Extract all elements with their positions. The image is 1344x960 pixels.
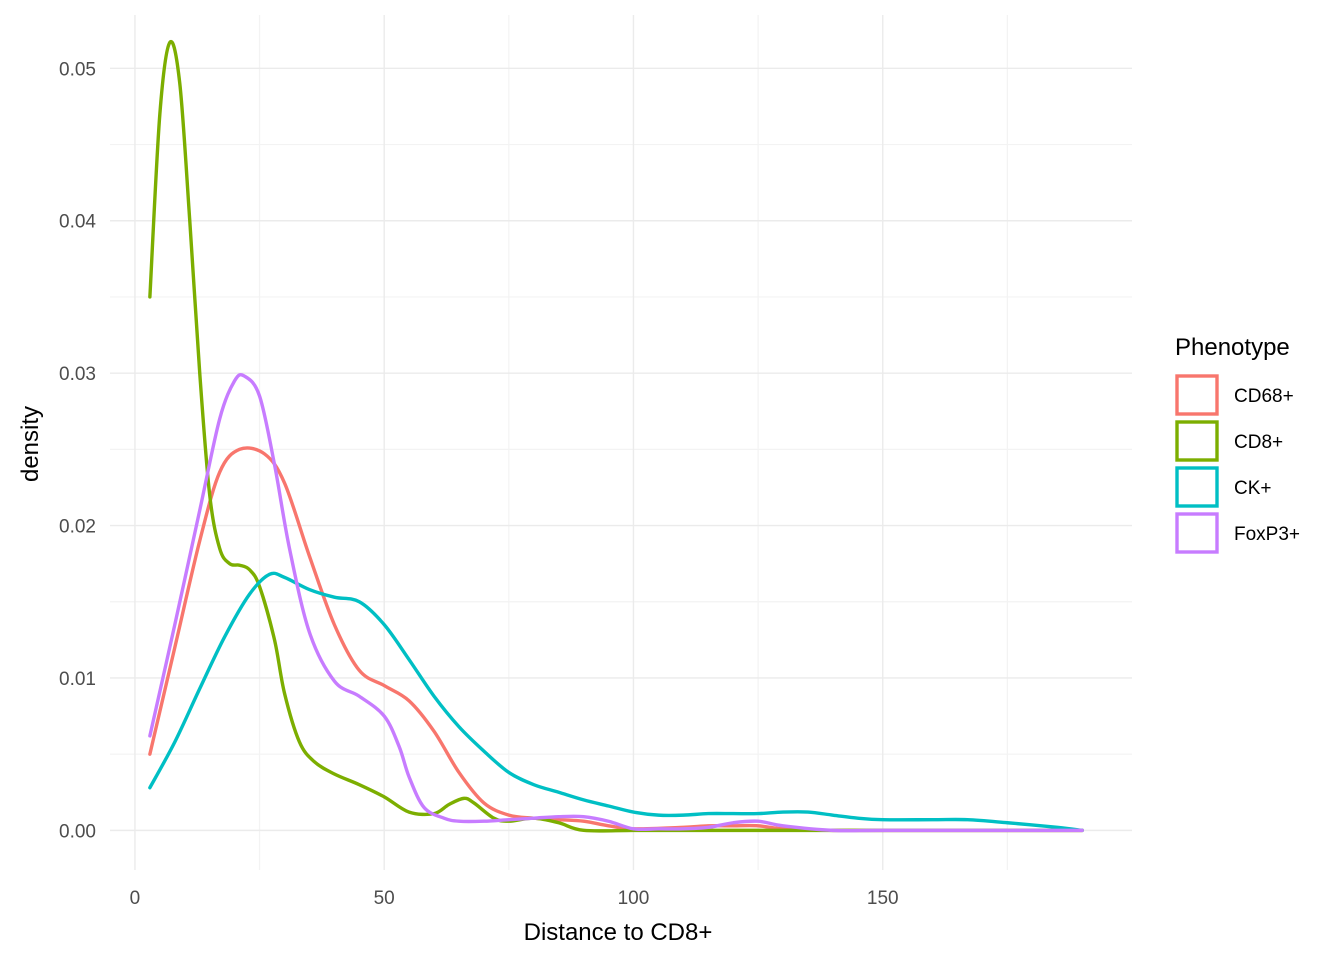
legend-key-cd68 <box>1175 374 1219 416</box>
legend-title: Phenotype <box>1175 334 1290 361</box>
x-tick-label: 100 <box>618 888 650 909</box>
x-tick-label: 150 <box>867 888 899 909</box>
y-tick-label: 0.04 <box>59 212 96 233</box>
legend-key-foxp3 <box>1175 512 1219 554</box>
x-tick-label: 50 <box>374 888 395 909</box>
y-tick-label: 0.00 <box>59 821 96 842</box>
y-tick-label: 0.02 <box>59 517 96 538</box>
legend-label-cd68: CD68+ <box>1234 386 1294 407</box>
y-axis-ticks: 0.00 0.01 0.02 0.03 0.04 0.05 <box>59 59 96 842</box>
legend-key-ck <box>1175 466 1219 508</box>
y-tick-label: 0.05 <box>59 59 96 80</box>
legend-key-cd8 <box>1175 420 1219 462</box>
series-line-foxp3 <box>148 372 1084 833</box>
legend: Phenotype CD68+ CD8+ CK+ FoxP3+ <box>1175 334 1300 554</box>
x-tick-label: 0 <box>130 888 141 909</box>
series-layer <box>148 39 1084 833</box>
x-axis-ticks: 0 50 100 150 <box>130 888 899 909</box>
legend-label-foxp3: FoxP3+ <box>1234 524 1300 545</box>
minor-gridlines <box>110 15 1132 870</box>
legend-label-cd8: CD8+ <box>1234 432 1283 453</box>
legend-items: CD68+ CD8+ CK+ FoxP3+ <box>1175 374 1300 554</box>
x-axis-title: Distance to CD8+ <box>524 919 713 946</box>
y-tick-label: 0.01 <box>59 669 96 690</box>
y-axis-title: density <box>17 406 44 482</box>
legend-label-ck: CK+ <box>1234 478 1272 499</box>
y-tick-label: 0.03 <box>59 364 96 385</box>
series-line-ck <box>148 571 1084 833</box>
